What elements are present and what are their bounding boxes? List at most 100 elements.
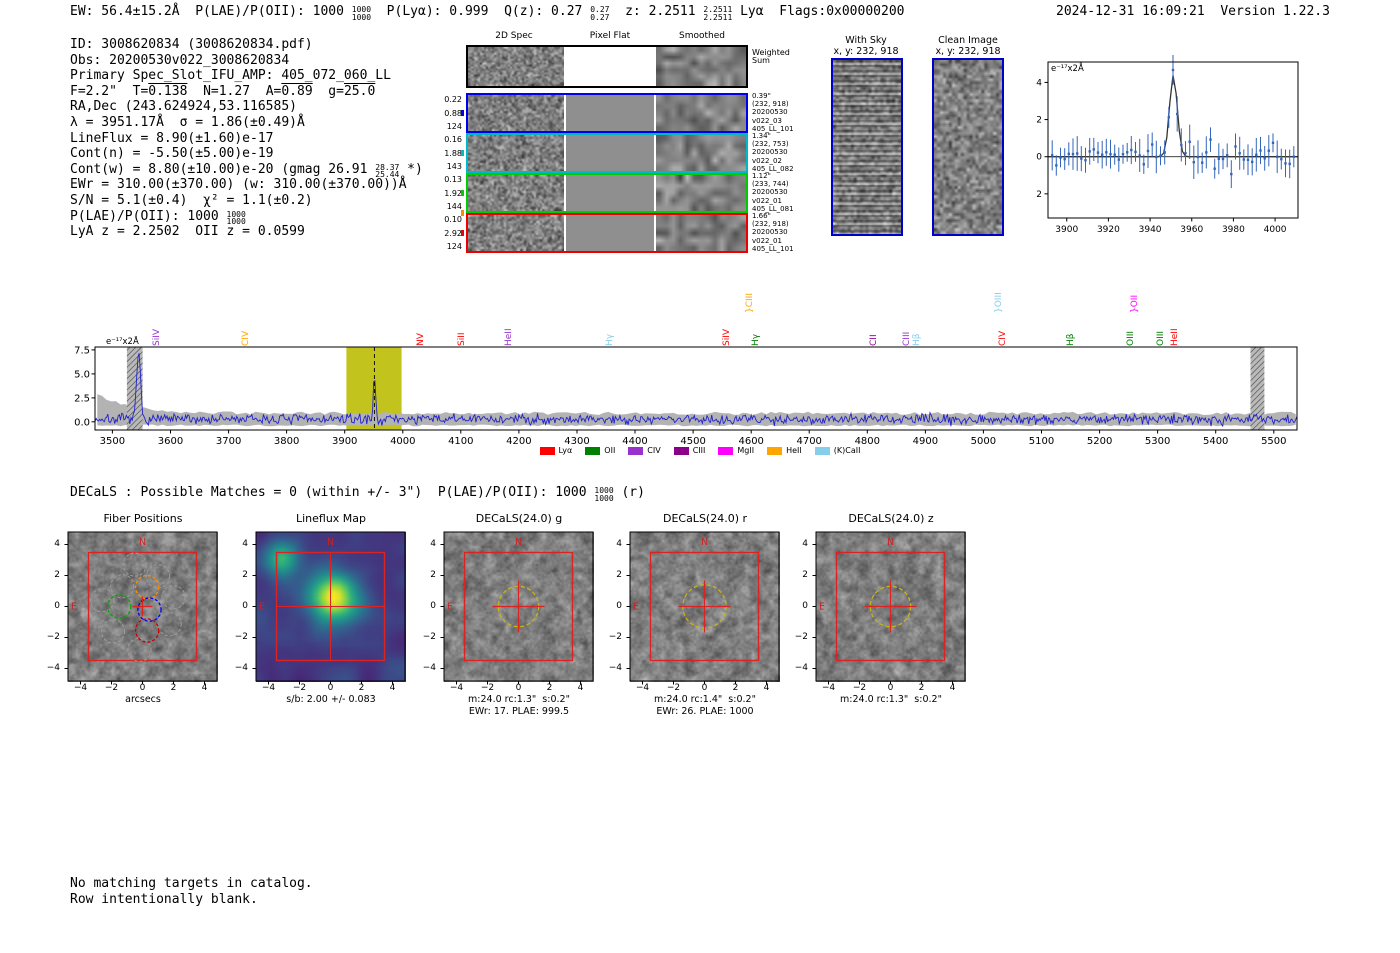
compass-east-label: E (71, 602, 77, 613)
emission-line-label-siii: SiII (457, 332, 468, 346)
axis-tick-label: 4800 (855, 436, 880, 447)
axis-tick-label: 2 (358, 683, 365, 693)
spec2d-axis-tick (461, 150, 464, 156)
cutout-overlay: NE (252, 531, 406, 685)
axis-tick-label: 2 (616, 570, 622, 580)
legend-label: (K)CaII (833, 446, 861, 455)
axis-tick-label: 0 (327, 683, 334, 693)
footer-notes: No matching targets in catalog. Row inte… (70, 876, 313, 908)
axis-tick-label: 5.0 (74, 369, 90, 380)
axis-tick-label: 5400 (1203, 436, 1228, 447)
legend-swatch (539, 446, 555, 455)
axis-tick-label: 4500 (680, 436, 705, 447)
legend-item: (K)CaII (814, 446, 861, 455)
info-line: P(LAE)/P(OII): 1000 1000 1000 (70, 208, 246, 227)
spec2d-weighted-sum-strip (466, 45, 748, 88)
axis-tick-label: −2 (480, 683, 495, 693)
axis-tick-label: 0 (616, 601, 622, 611)
emission-line-label-hγ: Hγ (605, 333, 616, 346)
axis-tick-label: 5500 (1261, 436, 1286, 447)
spec2d-row-left-values: 0.10 2.92 124 (444, 215, 462, 251)
with-sky-image (831, 58, 903, 236)
axis-tick-label: 5300 (1145, 436, 1170, 447)
stacked-fraction: 28.37 25.44 (375, 162, 400, 180)
axis-tick-label: −4 (422, 663, 436, 673)
header-summary: EW: 56.4±15.2Å P(LAE)/P(OII): 1000 1000 1… (70, 4, 905, 22)
emission-line-label-civ: CIV (998, 330, 1009, 346)
spec2d-col-title-pixelflat: Pixel Flat (589, 31, 631, 41)
fiber-circle (127, 637, 152, 663)
axis-tick-label: −2 (292, 683, 307, 693)
emission-line-label-nv: NV (415, 333, 426, 346)
legend-label: CIV (647, 446, 661, 455)
spec2d-axis-tick (461, 110, 464, 116)
fiber-circle (137, 597, 162, 622)
emission-line-label-siiv: SiIV (151, 328, 162, 346)
cutout-title: DECaLS(24.0) r (662, 512, 748, 525)
fiber-circle (134, 618, 160, 643)
spec2d-col-title-smoothed: Smoothed (679, 31, 725, 41)
compass-north-label: N (139, 537, 146, 548)
emission-line-label-oii: }OII (1129, 294, 1140, 313)
legend-label: HeII (786, 446, 802, 455)
spec2d-row-right-info: 1.66" (232, 918) 20200530 v022_01 405_LL… (752, 212, 794, 253)
spec2d-axis-tick (461, 210, 464, 216)
axis-tick-label: 4 (949, 683, 956, 693)
axis-tick-label: −2 (422, 632, 436, 642)
line-fit-zoom-plot: 3900 3920 3940 3960 3980 4000 −2 0 2 4 e⁻¹⁷x2Å (1036, 55, 1299, 235)
axis-tick-label: −2 (234, 632, 248, 642)
emission-line-label-oiii: OIII (1126, 330, 1137, 346)
axis-tick-label: −4 (261, 683, 276, 693)
plot-frame (255, 531, 406, 682)
axis-tick-label: 7.5 (74, 345, 90, 356)
info-line: Primary Spec_Slot_IFU_AMP: 405_072_060_L… (70, 68, 391, 84)
info-line: S/N = 5.1(±0.4) χ² = 1.1(±0.2) (70, 192, 313, 208)
cutout-title: Fiber Positions (103, 512, 183, 525)
emission-line-label-heii: HeII (1170, 328, 1181, 346)
header-datetime-version: 2024-12-31 16:09:21 Version 1.22.3 (1056, 4, 1330, 19)
axis-tick-label: −2 (46, 632, 60, 642)
cutout-xlabel: m:24.0 rc:1.3" s:0.2" (840, 694, 942, 705)
axis-tick-label: −4 (46, 663, 60, 673)
axis-tick-label: −2 (104, 683, 119, 693)
axis-tick-label: 3940 (1139, 225, 1162, 235)
info-line: Cont(w) = 8.80(±10.00)e-20 (gmag 26.91 2… (70, 161, 423, 180)
cutout-xlabel: arcsecs (125, 694, 161, 705)
legend-label: CIII (692, 446, 706, 455)
axis-tick-label: −4 (73, 683, 88, 693)
emission-line-label-hβ: Hβ (1065, 333, 1076, 346)
stacked-fraction: 1000 1000 (351, 5, 372, 22)
cutout-xlabel: s/b: 2.00 +/- 0.083 (286, 694, 376, 705)
compass-north-label: N (515, 537, 522, 548)
stacked-fraction: 0.27 0.27 (590, 5, 610, 22)
axis-tick-label: 0 (701, 683, 708, 693)
plot-frame (1047, 61, 1299, 219)
plot-frame (67, 531, 218, 682)
legend-swatch (628, 446, 644, 455)
axis-tick-label: 3500 (100, 436, 125, 447)
info-line: LineFlux = 8.90(±1.60)e-17 (70, 130, 274, 146)
info-line: LyA z = 2.2502 OII z = 0.0599 (70, 224, 305, 240)
with-sky-coords: x, y: 232, 918 (833, 46, 899, 57)
fiber-circle (100, 619, 126, 644)
emission-line-label-siiv: SiIV (721, 328, 732, 346)
info-line: RA,Dec (243.624924,53.116585) (70, 99, 297, 115)
axis-tick-label: 5200 (1087, 436, 1112, 447)
fiber-circle (134, 574, 160, 600)
axis-tick-label: 2 (802, 570, 808, 580)
axis-tick-label: 4 (430, 539, 436, 549)
cutout-subtext: EWr: 17. PLAE: 999.5 (468, 706, 570, 717)
emission-line-label-hγ: Hγ (751, 333, 761, 346)
spec2d-row-right-info: 1.12" (233, 744) 20200530 v022_01 405_LL… (752, 172, 794, 213)
axis-tick-label: 4 (616, 539, 622, 549)
axis-tick-label: 0 (242, 601, 248, 611)
axis-tick-label: −4 (821, 683, 836, 693)
info-line: ID: 3008620834 (3008620834.pdf) (70, 37, 313, 52)
axis-tick-label: 2 (170, 683, 177, 693)
stacked-fraction: 1000 1000 (594, 486, 614, 503)
axis-tick-label: 4000 (1264, 225, 1287, 235)
fiber-circle (157, 612, 182, 637)
axis-tick-label: 0 (802, 601, 808, 611)
axis-tick-label: 3900 (332, 436, 357, 447)
